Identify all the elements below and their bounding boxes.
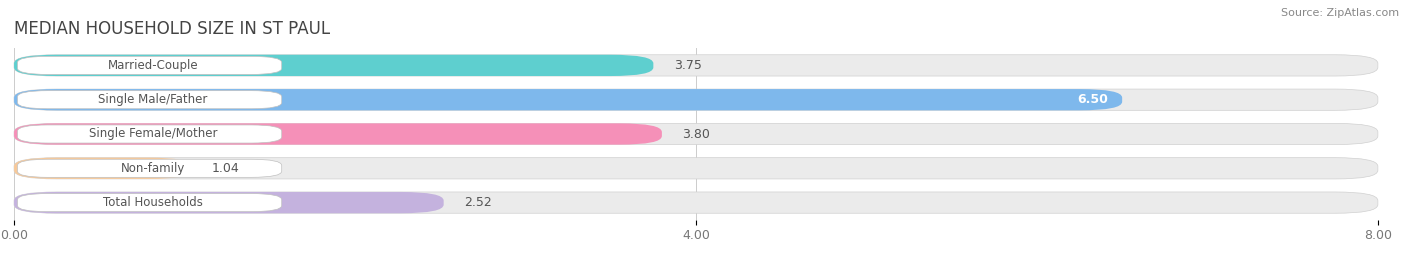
Text: Single Male/Father: Single Male/Father xyxy=(98,93,208,106)
FancyBboxPatch shape xyxy=(14,192,444,213)
FancyBboxPatch shape xyxy=(17,56,281,75)
Text: Source: ZipAtlas.com: Source: ZipAtlas.com xyxy=(1281,8,1399,18)
Text: Single Female/Mother: Single Female/Mother xyxy=(89,128,218,140)
FancyBboxPatch shape xyxy=(17,91,281,109)
Text: Non-family: Non-family xyxy=(121,162,186,175)
Text: 3.80: 3.80 xyxy=(682,128,710,140)
FancyBboxPatch shape xyxy=(17,125,281,143)
Text: 6.50: 6.50 xyxy=(1077,93,1108,106)
FancyBboxPatch shape xyxy=(14,123,1378,145)
Text: 2.52: 2.52 xyxy=(464,196,492,209)
FancyBboxPatch shape xyxy=(17,193,281,212)
Text: Married-Couple: Married-Couple xyxy=(108,59,198,72)
FancyBboxPatch shape xyxy=(14,123,662,145)
FancyBboxPatch shape xyxy=(14,192,1378,213)
Text: Total Households: Total Households xyxy=(103,196,202,209)
FancyBboxPatch shape xyxy=(14,55,1378,76)
FancyBboxPatch shape xyxy=(14,55,654,76)
FancyBboxPatch shape xyxy=(14,158,191,179)
FancyBboxPatch shape xyxy=(17,159,281,177)
Text: MEDIAN HOUSEHOLD SIZE IN ST PAUL: MEDIAN HOUSEHOLD SIZE IN ST PAUL xyxy=(14,20,330,38)
Text: 1.04: 1.04 xyxy=(212,162,239,175)
FancyBboxPatch shape xyxy=(14,89,1378,110)
Text: 3.75: 3.75 xyxy=(673,59,702,72)
FancyBboxPatch shape xyxy=(14,89,1122,110)
FancyBboxPatch shape xyxy=(14,158,1378,179)
